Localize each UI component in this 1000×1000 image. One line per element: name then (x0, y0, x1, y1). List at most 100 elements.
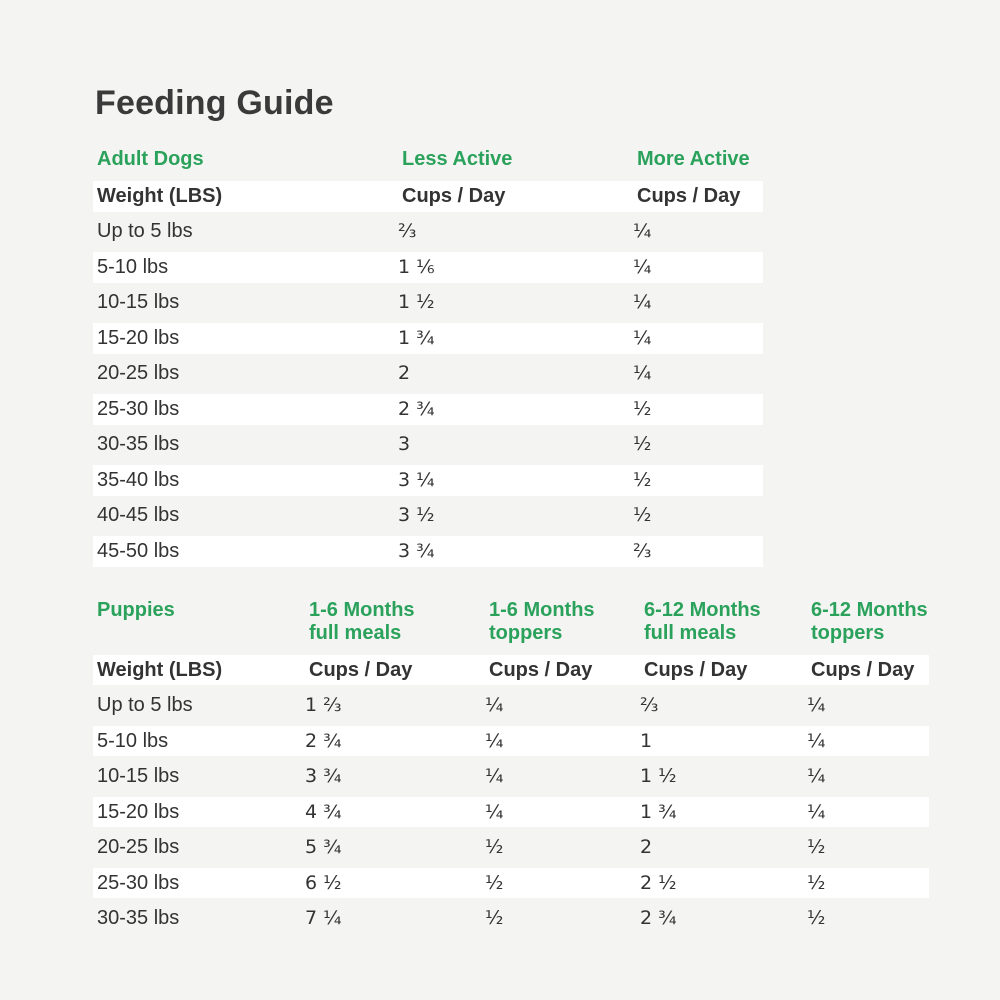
cups-1-6-toppers: ¼ (485, 800, 504, 823)
section-header-6-12-toppers: 6-12 Months toppers (811, 598, 928, 644)
cups-6-12-full-meals: 2 (640, 835, 653, 858)
weight-range: 25-30 lbs (97, 871, 180, 894)
cups-1-6-full-meals: 3 ¾ (305, 764, 342, 787)
section-header-puppies: Puppies (97, 598, 175, 621)
cups-6-12-full-meals: 1 ½ (640, 764, 677, 787)
weight-range: 30-35 lbs (97, 906, 180, 929)
cups-6-12-toppers: ¼ (807, 800, 826, 823)
section-header-adult-dogs: Adult Dogs (97, 148, 204, 170)
cups-6-12-full-meals: 2 ¾ (640, 906, 677, 929)
cups-more-active: ¼ (633, 291, 652, 314)
table-row: Up to 5 lbs 1 ⅔ ¼ ⅔ ¼ (93, 687, 929, 723)
cups-less-active: 2 ¾ (398, 398, 435, 421)
puppy-section-header-row: Puppies 1-6 Months full meals 1-6 Months… (93, 599, 929, 645)
cups-1-6-full-meals: 2 ¾ (305, 729, 342, 752)
weight-range: 5-10 lbs (97, 729, 169, 752)
column-header-cups-day: Cups / Day (644, 658, 748, 681)
column-header-weight: Weight (LBS) (97, 185, 223, 208)
column-header-cups-day: Cups / Day (309, 658, 413, 681)
table-row: 35-40 lbs 3 ¼ ½ (93, 462, 763, 498)
cups-less-active: ⅔ (398, 220, 417, 243)
weight-range: 15-20 lbs (97, 327, 180, 350)
cups-6-12-toppers: ½ (807, 835, 826, 858)
weight-range: 10-15 lbs (97, 764, 180, 787)
adult-dogs-table: Adult Dogs Less Active More Active Weigh… (93, 148, 763, 569)
cups-more-active: ½ (633, 433, 652, 456)
cups-6-12-toppers: ¼ (807, 764, 826, 787)
weight-range: Up to 5 lbs (97, 220, 193, 243)
cups-1-6-toppers: ¼ (485, 764, 504, 787)
cups-less-active: 1 ½ (398, 291, 435, 314)
puppies-table: Puppies 1-6 Months full meals 1-6 Months… (93, 599, 929, 936)
table-row: Up to 5 lbs ⅔ ¼ (93, 214, 763, 250)
cups-more-active: ¼ (633, 256, 652, 279)
weight-range: 20-25 lbs (97, 362, 180, 385)
table-row: 5-10 lbs 1 ⅙ ¼ (93, 249, 763, 285)
feeding-guide-page: Feeding Guide Adult Dogs Less Active Mor… (93, 84, 929, 936)
table-row: 30-35 lbs 7 ¼ ½ 2 ¾ ½ (93, 900, 929, 936)
weight-range: Up to 5 lbs (97, 693, 193, 716)
weight-range: 30-35 lbs (97, 433, 180, 456)
cups-more-active: ⅔ (633, 540, 652, 563)
section-header-more-active: More Active (637, 148, 750, 170)
table-row: 25-30 lbs 6 ½ ½ 2 ½ ½ (93, 865, 929, 901)
column-header-cups-day: Cups / Day (402, 185, 506, 208)
table-row: 30-35 lbs 3 ½ (93, 427, 763, 463)
cups-1-6-full-meals: 5 ¾ (305, 835, 342, 858)
section-header-less-active: Less Active (402, 148, 513, 170)
cups-1-6-full-meals: 7 ¼ (305, 906, 342, 929)
cups-6-12-toppers: ¼ (807, 693, 826, 716)
cups-more-active: ½ (633, 469, 652, 492)
column-header-weight: Weight (LBS) (97, 658, 223, 681)
weight-range: 40-45 lbs (97, 504, 180, 527)
weight-range: 20-25 lbs (97, 835, 180, 858)
cups-1-6-full-meals: 4 ¾ (305, 800, 342, 823)
cups-more-active: ¼ (633, 220, 652, 243)
cups-1-6-full-meals: 1 ⅔ (305, 693, 342, 716)
cups-6-12-full-meals: ⅔ (640, 693, 659, 716)
weight-range: 15-20 lbs (97, 800, 180, 823)
cups-less-active: 1 ⅙ (398, 256, 435, 279)
cups-more-active: ½ (633, 398, 652, 421)
cups-more-active: ½ (633, 504, 652, 527)
cups-6-12-full-meals: 1 (640, 729, 653, 752)
table-row: 10-15 lbs 1 ½ ¼ (93, 285, 763, 321)
cups-6-12-toppers: ½ (807, 906, 826, 929)
table-row: 25-30 lbs 2 ¾ ½ (93, 391, 763, 427)
puppy-column-header-row: Weight (LBS) Cups / Day Cups / Day Cups … (93, 652, 929, 688)
page-title: Feeding Guide (95, 84, 334, 122)
table-row: 10-15 lbs 3 ¾ ¼ 1 ½ ¼ (93, 758, 929, 794)
table-row: 20-25 lbs 2 ¼ (93, 356, 763, 392)
cups-1-6-toppers: ¼ (485, 729, 504, 752)
cups-6-12-toppers: ½ (807, 871, 826, 894)
column-header-cups-day: Cups / Day (811, 658, 915, 681)
weight-range: 35-40 lbs (97, 469, 180, 492)
weight-range: 45-50 lbs (97, 540, 180, 563)
cups-1-6-toppers: ½ (485, 835, 504, 858)
cups-less-active: 1 ¾ (398, 327, 435, 350)
cups-6-12-full-meals: 2 ½ (640, 871, 677, 894)
column-header-cups-day: Cups / Day (637, 185, 741, 208)
table-row: 40-45 lbs 3 ½ ½ (93, 498, 763, 534)
cups-6-12-toppers: ¼ (807, 729, 826, 752)
cups-more-active: ¼ (633, 362, 652, 385)
table-row: 5-10 lbs 2 ¾ ¼ 1 ¼ (93, 723, 929, 759)
cups-more-active: ¼ (633, 327, 652, 350)
cups-less-active: 3 ½ (398, 504, 435, 527)
weight-range: 25-30 lbs (97, 398, 180, 421)
weight-range: 10-15 lbs (97, 291, 180, 314)
cups-1-6-toppers: ¼ (485, 693, 504, 716)
cups-1-6-toppers: ½ (485, 871, 504, 894)
cups-less-active: 2 (398, 362, 411, 385)
cups-less-active: 3 ¾ (398, 540, 435, 563)
section-header-6-12-full-meals: 6-12 Months full meals (644, 598, 761, 644)
weight-range: 5-10 lbs (97, 256, 169, 279)
cups-6-12-full-meals: 1 ¾ (640, 800, 677, 823)
column-header-cups-day: Cups / Day (489, 658, 593, 681)
table-row: 15-20 lbs 1 ¾ ¼ (93, 320, 763, 356)
table-row: 20-25 lbs 5 ¾ ½ 2 ½ (93, 829, 929, 865)
adult-section-header-row: Adult Dogs Less Active More Active (93, 148, 763, 171)
cups-less-active: 3 ¼ (398, 469, 435, 492)
section-header-1-6-toppers: 1-6 Months toppers (489, 598, 595, 644)
cups-1-6-toppers: ½ (485, 906, 504, 929)
